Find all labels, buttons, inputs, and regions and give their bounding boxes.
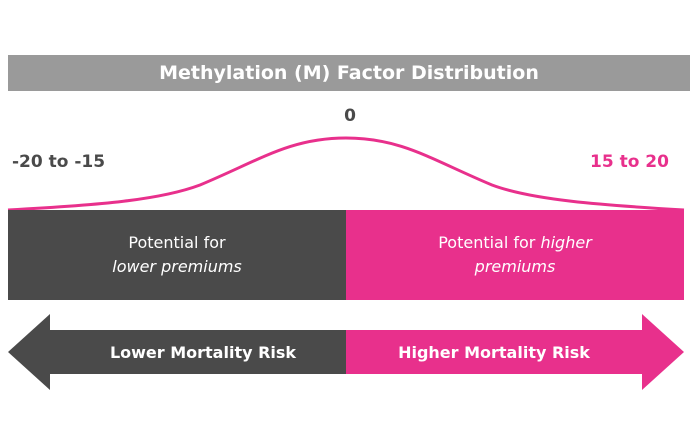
right-range-label: 15 to 20	[590, 152, 669, 172]
lower-risk-arrow	[8, 314, 346, 390]
left-range-label: -20 to -15	[12, 152, 106, 172]
diagram-title-text: Methylation (M) Factor Distribution	[159, 62, 539, 84]
higher-risk-arrow	[346, 314, 684, 390]
center-value-label: 0	[344, 106, 356, 126]
higher-premiums-line1-em: higher	[540, 233, 592, 252]
lower-premiums-line1: Potential for	[128, 233, 226, 252]
diagram-title: Methylation (M) Factor Distribution	[8, 55, 690, 91]
bell-curve-line	[7, 136, 685, 212]
higher-mortality-risk-label: Higher Mortality Risk	[398, 342, 590, 362]
higher-premiums-line2: premiums	[474, 257, 556, 276]
higher-premiums-line1-plain: Potential for	[438, 233, 541, 252]
lower-premiums-block: Potential for lower premiums	[8, 210, 346, 300]
lower-premiums-line2: lower premiums	[112, 257, 242, 276]
higher-premiums-block: Potential for higher premiums	[346, 210, 684, 300]
lower-mortality-risk-label: Lower Mortality Risk	[109, 342, 297, 362]
higher-premiums-line1: Potential for higher	[346, 231, 684, 255]
